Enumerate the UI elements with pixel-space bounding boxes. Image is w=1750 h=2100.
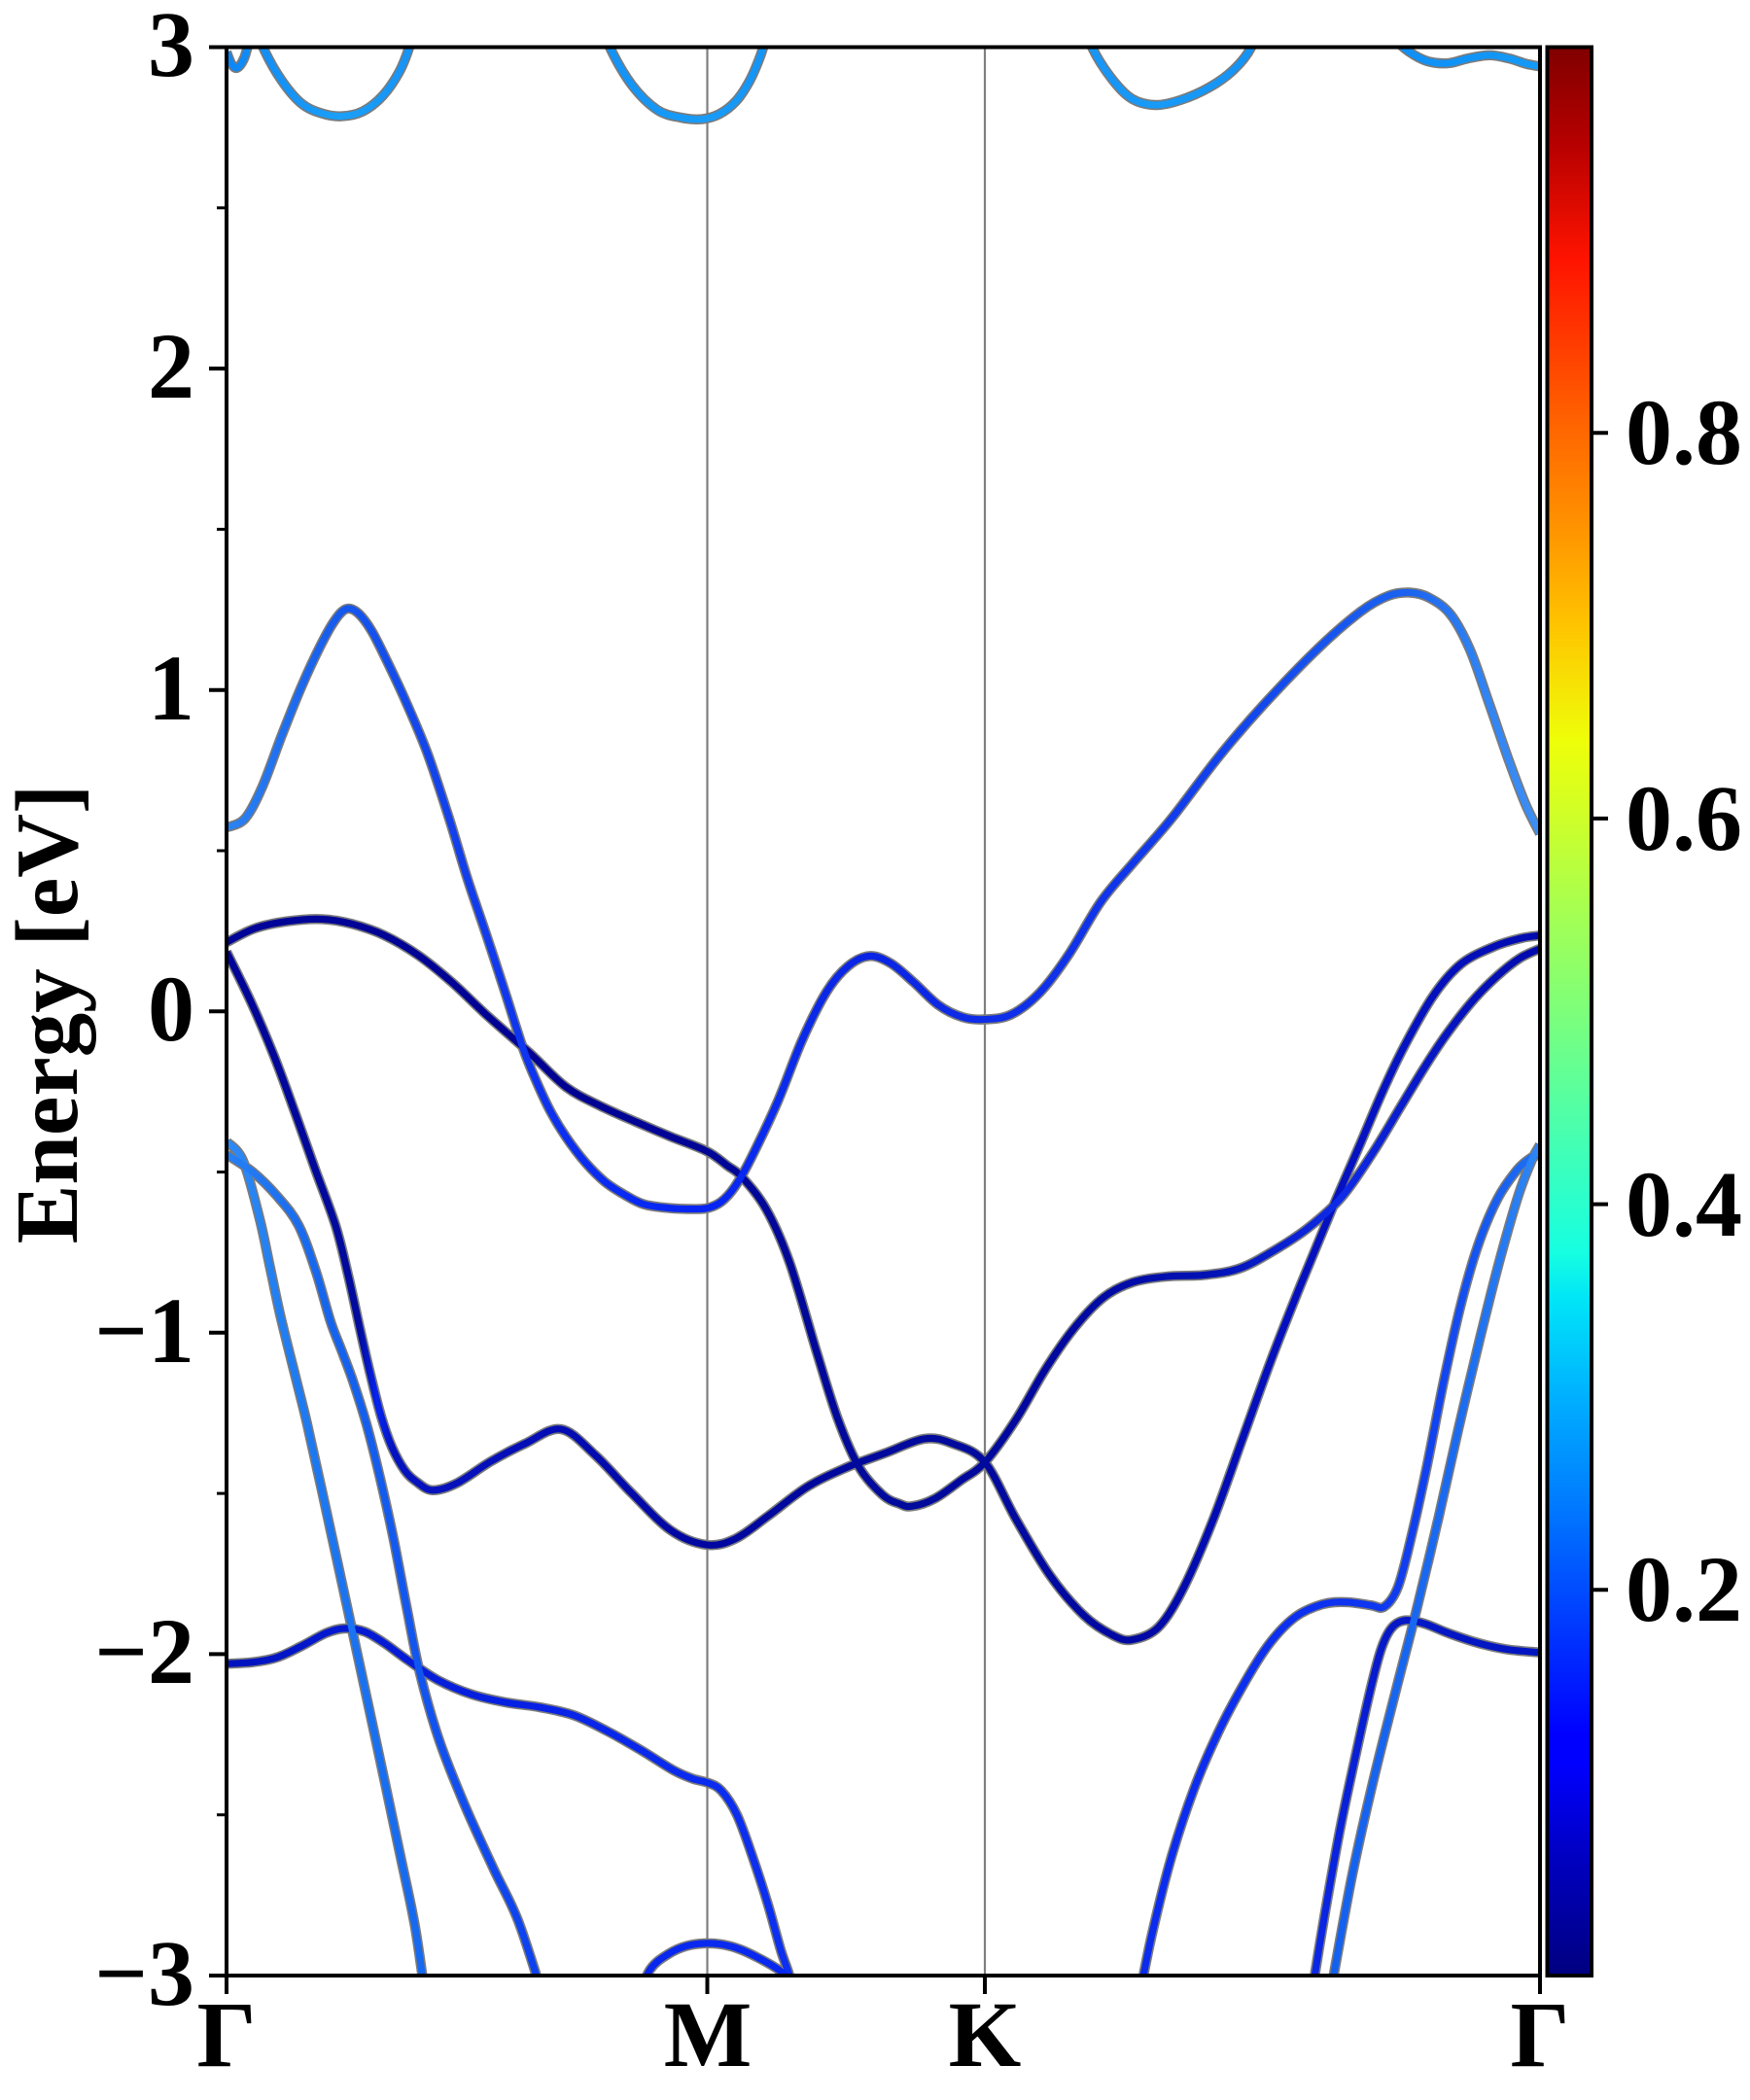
svg-text:Γ: Γ — [196, 1982, 256, 2086]
svg-text:0.2: 0.2 — [1626, 1537, 1742, 1641]
svg-text:−3: −3 — [94, 1921, 194, 2025]
svg-text:−1: −1 — [94, 1278, 194, 1382]
svg-text:1: 1 — [148, 636, 194, 740]
svg-text:M: M — [664, 1982, 752, 2086]
svg-text:0.8: 0.8 — [1626, 380, 1742, 484]
svg-text:K: K — [949, 1982, 1022, 2086]
svg-text:0.4: 0.4 — [1626, 1152, 1742, 1256]
svg-text:2: 2 — [148, 314, 194, 418]
svg-text:−2: −2 — [94, 1599, 194, 1703]
svg-text:0.6: 0.6 — [1626, 766, 1742, 870]
svg-text:Energy [eV]: Energy [eV] — [0, 785, 96, 1244]
svg-text:3: 3 — [148, 0, 194, 96]
svg-text:Γ: Γ — [1510, 1982, 1569, 2086]
svg-text:0: 0 — [148, 957, 194, 1061]
